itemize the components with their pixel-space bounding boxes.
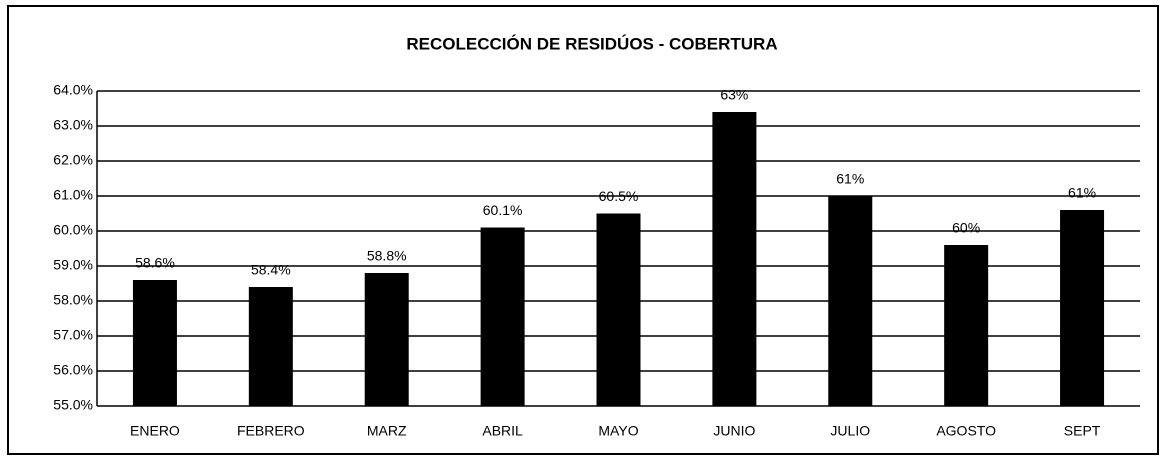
- value-label: 61%: [1068, 185, 1096, 201]
- x-tick-label: ABRIL: [482, 423, 523, 439]
- x-tick-label: JULIO: [830, 423, 870, 439]
- x-tick-label: AGOSTO: [936, 423, 996, 439]
- y-tick-label: 59.0%: [53, 257, 93, 273]
- value-label: 61%: [836, 171, 864, 187]
- bar: [1060, 210, 1105, 406]
- y-tick-label: 57.0%: [53, 327, 93, 343]
- y-tick-label: 55.0%: [53, 397, 93, 413]
- x-tick-label: FEBRERO: [237, 423, 305, 439]
- x-tick-label: SEPT: [1064, 423, 1101, 439]
- value-label: 58.8%: [367, 248, 407, 264]
- value-label: 60%: [952, 220, 980, 236]
- chart-border: [7, 5, 1159, 455]
- bar: [828, 196, 873, 406]
- y-tick-label: 56.0%: [53, 362, 93, 378]
- value-label: 58.6%: [135, 255, 175, 271]
- y-tick-label: 58.0%: [53, 292, 93, 308]
- bar: [944, 245, 989, 406]
- bar: [248, 287, 293, 406]
- y-tick-label: 63.0%: [53, 117, 93, 133]
- y-tick-label: 62.0%: [53, 152, 93, 168]
- value-label: 58.4%: [251, 262, 291, 278]
- value-label: 60.5%: [599, 188, 639, 204]
- y-tick-label: 61.0%: [53, 187, 93, 203]
- y-tick-label: 64.0%: [53, 82, 93, 98]
- x-tick-label: JUNIO: [713, 423, 755, 439]
- bar: [132, 280, 177, 406]
- bar: [364, 273, 409, 406]
- bar: [596, 213, 641, 406]
- x-tick-label: MARZ: [367, 423, 407, 439]
- bar: [480, 227, 525, 406]
- y-tick-label: 60.0%: [53, 222, 93, 238]
- value-label: 60.1%: [483, 202, 523, 218]
- x-tick-label: ENERO: [130, 423, 180, 439]
- chart-title: RECOLECCIÓN DE RESIDÚOS - COBERTURA: [406, 34, 777, 53]
- value-label: 63%: [720, 87, 748, 103]
- x-tick-label: MAYO: [598, 423, 638, 439]
- bar: [712, 112, 757, 406]
